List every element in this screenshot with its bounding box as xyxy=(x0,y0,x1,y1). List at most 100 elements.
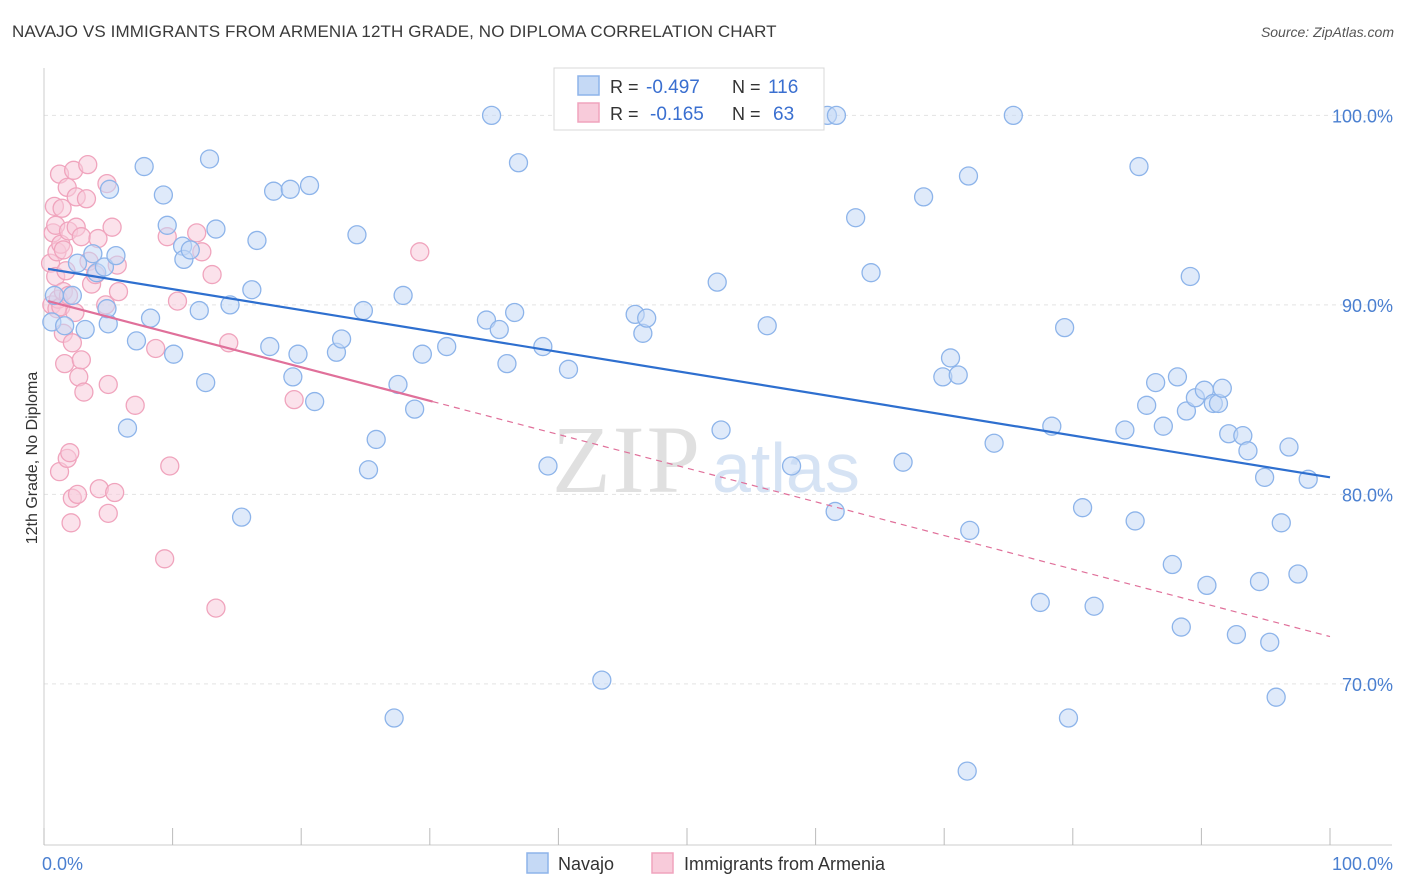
legend-r-value-2: -0.165 xyxy=(650,104,704,125)
navajo-point xyxy=(508,153,529,173)
navajo-point xyxy=(331,329,352,349)
navajo-point xyxy=(1167,367,1188,387)
navajo-point xyxy=(1279,437,1299,457)
navajo-point xyxy=(960,520,980,541)
navajo-point xyxy=(781,456,802,476)
navajo-point xyxy=(1197,575,1217,596)
axes xyxy=(43,68,1392,846)
navajo-point xyxy=(1176,401,1197,421)
armenia-trend-line xyxy=(47,300,433,403)
navajo-point xyxy=(1058,708,1079,728)
navajo-point xyxy=(1115,420,1135,440)
y-tick-labels: 100.0% 90.0% 80.0% 70.0% xyxy=(1332,106,1393,695)
armenia-point xyxy=(76,189,97,209)
legend-r-label-1: R = xyxy=(610,77,639,97)
navajo-point xyxy=(231,507,252,527)
series-navajo-points-front xyxy=(42,105,1318,781)
navajo-point xyxy=(384,708,404,728)
source-label: Source: ZipAtlas.com xyxy=(1260,24,1394,40)
navajo-point xyxy=(846,208,866,228)
armenia-point xyxy=(78,155,98,175)
navajo-point xyxy=(412,344,432,364)
legend-bottom-armenia-swatch xyxy=(651,852,674,874)
navajo-point xyxy=(288,344,308,364)
navajo-point xyxy=(67,253,88,273)
navajo-point xyxy=(1266,687,1286,707)
armenia-point xyxy=(284,389,304,410)
navajo-point xyxy=(757,316,777,336)
armenia-point xyxy=(98,503,118,524)
navajo-point xyxy=(206,219,226,239)
navajo-point xyxy=(405,399,425,419)
navajo-point xyxy=(1129,156,1149,177)
navajo-point xyxy=(1288,564,1308,584)
armenia-point xyxy=(52,198,72,218)
navajo-point xyxy=(1271,513,1291,533)
y-axis-label: 12th Grade, No Diploma xyxy=(24,372,41,545)
navajo-point xyxy=(1084,596,1104,616)
armenia-point xyxy=(167,291,188,311)
armenia-point xyxy=(202,264,222,285)
navajo-point xyxy=(260,336,280,357)
navajo-point xyxy=(826,105,847,126)
navajo-point xyxy=(437,336,457,357)
legend-bottom-navajo-swatch xyxy=(526,852,549,874)
y-tick-label: 80.0% xyxy=(1342,485,1393,505)
legend-n-value-1: 116 xyxy=(768,77,798,98)
armenia-trend-extension xyxy=(432,400,1331,638)
navajo-point xyxy=(126,331,147,351)
armenia-point xyxy=(67,484,88,505)
y-tick-label: 70.0% xyxy=(1342,675,1393,695)
navajo-point xyxy=(83,244,103,264)
navajo-point xyxy=(189,300,209,321)
navajo-point xyxy=(1145,372,1166,393)
navajo-point xyxy=(283,367,303,387)
navajo-point xyxy=(196,372,216,393)
legend-r-value-1: -0.497 xyxy=(646,77,700,98)
navajo-point xyxy=(957,761,977,781)
legend-bottom-navajo-label: Navajo xyxy=(558,854,614,874)
navajo-point xyxy=(476,310,497,330)
navajo-point xyxy=(825,501,845,522)
navajo-point xyxy=(106,245,126,266)
navajo-point xyxy=(481,105,502,126)
armenia-point xyxy=(60,443,80,463)
navajo-point xyxy=(140,308,161,328)
armenia-point xyxy=(160,456,180,476)
navajo-point xyxy=(358,460,379,480)
navajo-point xyxy=(1249,571,1270,592)
armenia-point xyxy=(206,598,226,618)
navajo-point xyxy=(984,433,1004,453)
navajo-point xyxy=(220,295,240,315)
legend-n-label-2: N = xyxy=(732,104,761,124)
navajo-point xyxy=(163,344,184,364)
navajo-point xyxy=(247,230,267,251)
navajo-point xyxy=(592,670,612,690)
navajo-trend-line xyxy=(47,267,1331,479)
navajo-point xyxy=(75,319,95,340)
armenia-point xyxy=(55,353,75,374)
navajo-point xyxy=(299,175,320,196)
navajo-point xyxy=(1153,416,1173,436)
y-tick-label: 90.0% xyxy=(1342,296,1393,316)
navajo-point xyxy=(117,418,138,438)
armenia-point xyxy=(102,217,122,237)
armenia-point xyxy=(62,333,83,353)
navajo-point xyxy=(1072,498,1093,518)
navajo-point xyxy=(263,181,284,201)
armenia-point xyxy=(108,281,129,302)
legend-n-value-2: 63 xyxy=(773,104,794,125)
armenia-point xyxy=(187,223,207,243)
armenia-point xyxy=(105,482,125,503)
navajo-point xyxy=(1226,624,1247,645)
navajo-point xyxy=(157,215,177,235)
legend-r-label-2: R = xyxy=(610,104,639,124)
navajo-point xyxy=(366,429,386,450)
legend-bottom-armenia-label: Immigrants from Armenia xyxy=(684,854,886,874)
watermark: ZIP atlas xyxy=(552,406,860,513)
armenia-point xyxy=(71,227,91,247)
navajo-point xyxy=(62,285,83,306)
navajo-point xyxy=(958,166,979,186)
navajo-point xyxy=(97,299,117,319)
